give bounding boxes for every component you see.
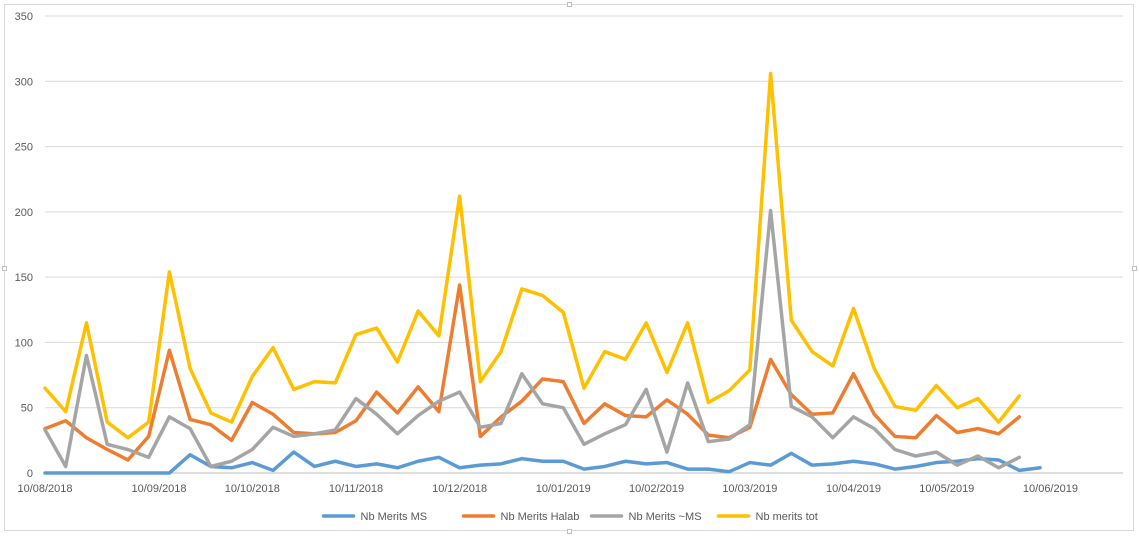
line-chart: 0 50 100 150 200 250 300 350 10/08/2018 10/09/20… xyxy=(15,11,1123,523)
resize-handle-top[interactable] xyxy=(567,2,572,7)
x-tick-label: 10/11/2018 xyxy=(329,483,383,495)
y-tick-label: 300 xyxy=(15,76,33,88)
series-line-2 xyxy=(43,208,1022,470)
y-tick-label: 350 xyxy=(15,11,33,23)
x-tick-label: 10/05/2019 xyxy=(919,483,974,495)
legend: Nb Merits MS Nb Merits Halab Nb Merits ~MS… xyxy=(321,511,818,523)
y-tick-label: 0 xyxy=(27,468,33,480)
x-tick-label: 10/03/2019 xyxy=(722,483,777,495)
chart-frame[interactable]: 0 50 100 150 200 250 300 350 10/08/2018 10/09/20… xyxy=(4,4,1134,531)
legend-label: Nb merits tot xyxy=(756,511,818,523)
y-axis-tick-labels: 0 50 100 150 200 250 300 350 xyxy=(15,11,33,480)
legend-item: Nb merits tot xyxy=(716,511,818,523)
x-tick-label: 10/06/2019 xyxy=(1023,483,1078,495)
resize-handle-bottom[interactable] xyxy=(567,529,572,534)
series-lines xyxy=(43,71,1042,475)
x-tick-label: 10/04/2019 xyxy=(826,483,881,495)
series-line-0 xyxy=(43,450,1042,475)
x-tick-label: 10/12/2018 xyxy=(432,483,487,495)
x-tick-label: 10/10/2018 xyxy=(225,483,280,495)
y-tick-label: 150 xyxy=(15,272,33,284)
series-line-3 xyxy=(43,71,1022,440)
resize-handle-left[interactable] xyxy=(2,266,7,271)
y-tick-label: 100 xyxy=(15,337,33,349)
resize-handle-right[interactable] xyxy=(1132,266,1137,271)
legend-label: Nb Merits Halab xyxy=(501,511,580,523)
x-tick-label: 10/02/2019 xyxy=(629,483,684,495)
x-axis-tick-labels: 10/08/2018 10/09/2018 10/10/2018 10/11/2018… xyxy=(17,483,1078,495)
y-tick-label: 250 xyxy=(15,142,33,154)
legend-item: Nb Merits ~MS xyxy=(589,511,702,523)
gridlines xyxy=(45,15,1123,474)
legend-item: Nb Merits Halab xyxy=(461,511,580,523)
legend-item: Nb Merits MS xyxy=(321,511,428,523)
y-tick-label: 50 xyxy=(21,403,33,415)
x-tick-label: 10/01/2019 xyxy=(536,483,591,495)
y-tick-label: 200 xyxy=(15,207,33,219)
legend-label: Nb Merits ~MS xyxy=(629,511,702,523)
legend-label: Nb Merits MS xyxy=(361,511,428,523)
x-tick-label: 10/09/2018 xyxy=(131,483,186,495)
x-tick-label: 10/08/2018 xyxy=(17,483,72,495)
